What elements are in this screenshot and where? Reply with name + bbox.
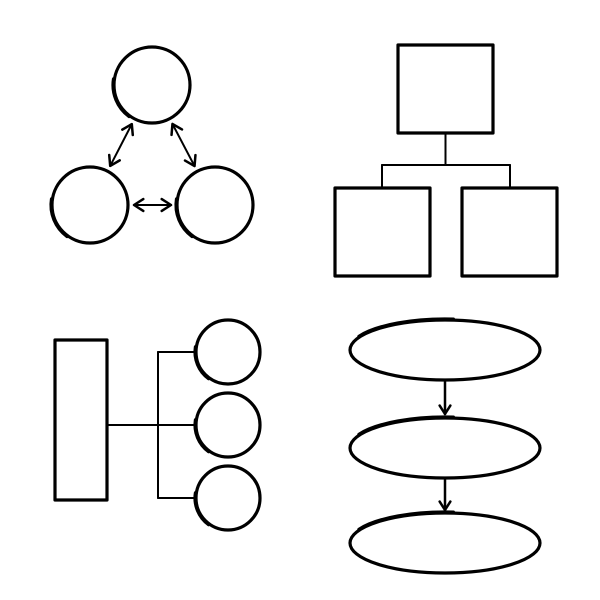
cycle-edge-top-left [110, 124, 132, 166]
boxtree-childL [335, 188, 430, 276]
bracket-root-rect [55, 340, 107, 500]
boxtree-childR [462, 188, 557, 276]
cycle-edge-top-right [172, 124, 194, 166]
boxtree-parent [398, 45, 493, 133]
